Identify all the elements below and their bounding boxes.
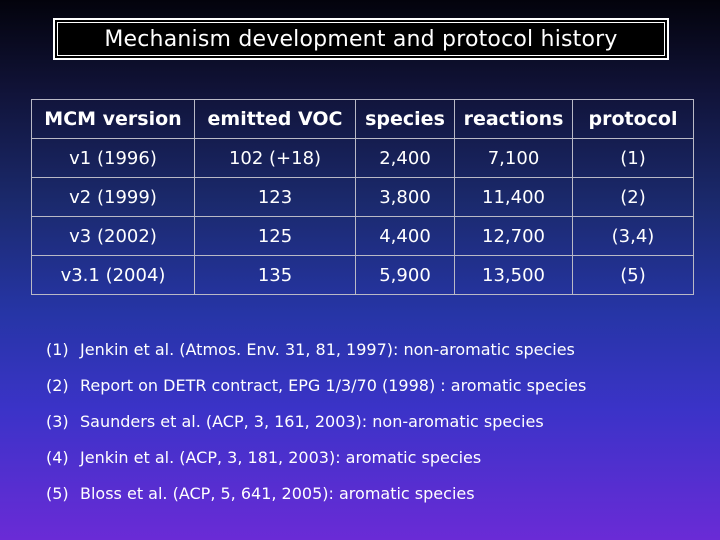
cell-emitted-voc: 125	[194, 216, 356, 256]
mcm-history-table: MCM version emitted VOC species reaction…	[31, 99, 694, 295]
note-number: (5)	[46, 484, 69, 503]
note-number: (1)	[46, 340, 69, 359]
cell-emitted-voc: 135	[194, 255, 356, 295]
header-species: species	[355, 99, 455, 139]
note-text: Jenkin et al. (Atmos. Env. 31, 81, 1997)…	[80, 340, 575, 359]
cell-protocol: (1)	[572, 138, 694, 178]
cell-reactions: 7,100	[454, 138, 573, 178]
table-row: v2 (1999) 123 3,800 11,400 (2)	[31, 177, 694, 217]
cell-protocol: (3,4)	[572, 216, 694, 256]
cell-reactions: 13,500	[454, 255, 573, 295]
reference-notes: (1) Jenkin et al. (Atmos. Env. 31, 81, 19…	[46, 336, 586, 516]
list-item: (5) Bloss et al. (ACP, 5, 641, 2005): aro…	[46, 480, 586, 516]
cell-protocol: (2)	[572, 177, 694, 217]
slide-title-box: Mechanism development and protocol histo…	[53, 18, 669, 60]
list-item: (4) Jenkin et al. (ACP, 3, 181, 2003): ar…	[46, 444, 586, 480]
note-number: (3)	[46, 412, 69, 431]
cell-version: v3 (2002)	[31, 216, 195, 256]
cell-species: 4,400	[355, 216, 455, 256]
cell-version: v3.1 (2004)	[31, 255, 195, 295]
header-mcm-version: MCM version	[31, 99, 195, 139]
cell-emitted-voc: 102 (+18)	[194, 138, 356, 178]
cell-species: 2,400	[355, 138, 455, 178]
header-protocol: protocol	[572, 99, 694, 139]
slide-title: Mechanism development and protocol histo…	[57, 22, 665, 56]
cell-version: v1 (1996)	[31, 138, 195, 178]
note-text: Bloss et al. (ACP, 5, 641, 2005): aromat…	[80, 484, 475, 503]
note-text: Report on DETR contract, EPG 1/3/70 (199…	[80, 376, 587, 395]
cell-species: 3,800	[355, 177, 455, 217]
cell-emitted-voc: 123	[194, 177, 356, 217]
list-item: (1) Jenkin et al. (Atmos. Env. 31, 81, 19…	[46, 336, 586, 372]
list-item: (3) Saunders et al. (ACP, 3, 161, 2003): …	[46, 408, 586, 444]
cell-reactions: 11,400	[454, 177, 573, 217]
table-row: v1 (1996) 102 (+18) 2,400 7,100 (1)	[31, 138, 694, 178]
table-row: v3 (2002) 125 4,400 12,700 (3,4)	[31, 216, 694, 256]
header-reactions: reactions	[454, 99, 573, 139]
note-text: Jenkin et al. (ACP, 3, 181, 2003): aroma…	[80, 448, 482, 467]
table-header-row: MCM version emitted VOC species reaction…	[31, 99, 694, 139]
cell-version: v2 (1999)	[31, 177, 195, 217]
note-number: (2)	[46, 376, 69, 395]
cell-reactions: 12,700	[454, 216, 573, 256]
table-row: v3.1 (2004) 135 5,900 13,500 (5)	[31, 255, 694, 295]
note-number: (4)	[46, 448, 69, 467]
cell-protocol: (5)	[572, 255, 694, 295]
header-emitted-voc: emitted VOC	[194, 99, 356, 139]
cell-species: 5,900	[355, 255, 455, 295]
list-item: (2) Report on DETR contract, EPG 1/3/70 (…	[46, 372, 586, 408]
note-text: Saunders et al. (ACP, 3, 161, 2003): non…	[80, 412, 544, 431]
